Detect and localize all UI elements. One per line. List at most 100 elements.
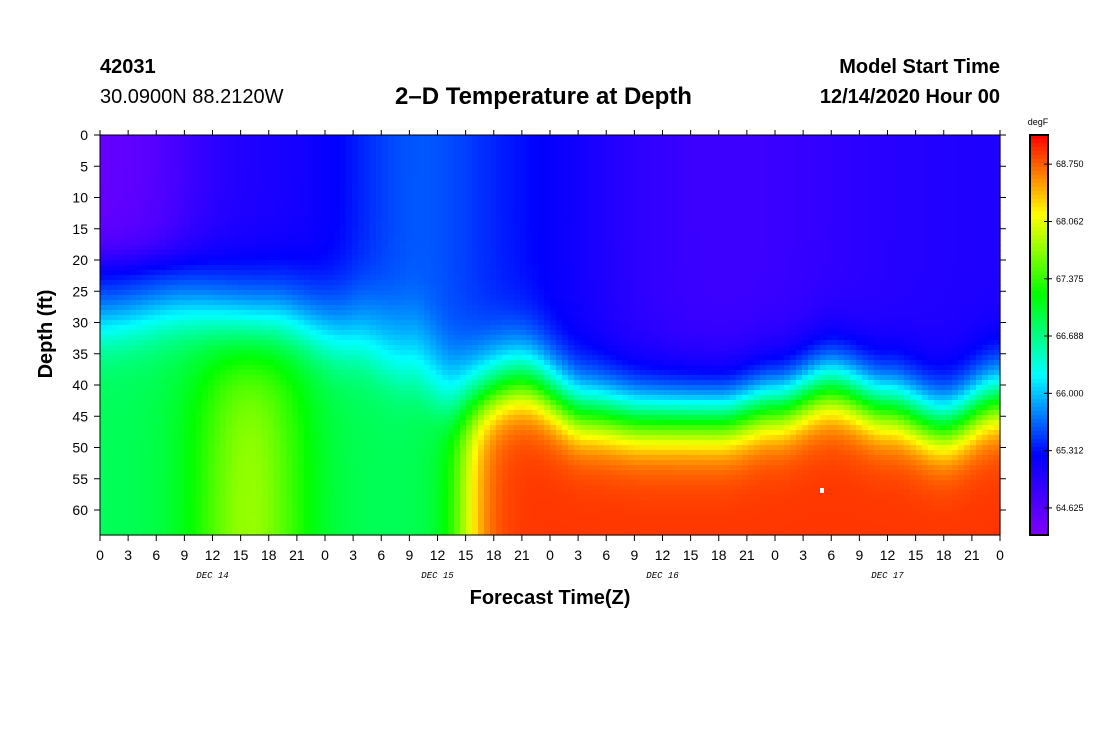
heatmap-cell <box>460 405 467 411</box>
heatmap-cell <box>436 250 443 256</box>
heatmap-cell <box>100 140 107 146</box>
heatmap-cell <box>472 135 479 141</box>
heatmap-cell <box>124 360 131 366</box>
heatmap-cell <box>322 355 329 361</box>
heatmap-cell <box>196 350 203 356</box>
heatmap-cell <box>448 435 455 441</box>
heatmap-cell <box>292 480 299 486</box>
heatmap-cell <box>328 475 335 481</box>
heatmap-cell <box>358 360 365 366</box>
heatmap-cell <box>220 305 227 311</box>
heatmap-cell <box>340 390 347 396</box>
heatmap-cell <box>190 505 197 511</box>
heatmap-cell <box>298 430 305 436</box>
heatmap-cell <box>292 190 299 196</box>
heatmap-cell <box>472 215 479 221</box>
heatmap-cell <box>334 425 341 431</box>
heatmap-cell <box>430 345 437 351</box>
heatmap-cell <box>376 155 383 161</box>
heatmap-cell <box>304 230 311 236</box>
heatmap-cell <box>232 300 239 306</box>
heatmap-cell <box>358 500 365 506</box>
heatmap-cell <box>376 200 383 206</box>
heatmap-cell <box>394 340 401 346</box>
heatmap-cell <box>412 385 419 391</box>
heatmap-cell <box>310 485 317 491</box>
heatmap-cell <box>292 390 299 396</box>
heatmap-cell <box>142 515 149 521</box>
heatmap-cell <box>106 470 113 476</box>
heatmap-cell <box>118 505 125 511</box>
heatmap-cell <box>346 265 353 271</box>
heatmap-cell <box>388 485 395 491</box>
heatmap-cell <box>418 470 425 476</box>
heatmap-cell <box>454 360 461 366</box>
heatmap-cell <box>184 185 191 191</box>
heatmap-cell <box>190 360 197 366</box>
heatmap-cell <box>424 350 431 356</box>
heatmap-cell <box>160 425 167 431</box>
heatmap-cell <box>160 325 167 331</box>
heatmap-cell <box>112 515 119 521</box>
heatmap-cell <box>310 170 317 176</box>
heatmap-cell <box>220 515 227 521</box>
heatmap-cell <box>346 500 353 506</box>
heatmap-cell <box>136 255 143 261</box>
heatmap-cell <box>334 220 341 226</box>
heatmap-cell <box>394 200 401 206</box>
heatmap-cell <box>448 290 455 296</box>
heatmap-cell <box>232 180 239 186</box>
heatmap-cell <box>340 245 347 251</box>
heatmap-cell <box>394 475 401 481</box>
heatmap-cell <box>208 155 215 161</box>
heatmap-cell <box>328 495 335 501</box>
heatmap-cell <box>412 520 419 526</box>
heatmap-cell <box>136 270 143 276</box>
heatmap-cell <box>448 215 455 221</box>
heatmap-cell <box>292 280 299 286</box>
heatmap-cell <box>460 265 467 271</box>
heatmap-cell <box>352 405 359 411</box>
heatmap-cell <box>220 240 227 246</box>
heatmap-cell <box>148 415 155 421</box>
heatmap-cell <box>148 485 155 491</box>
heatmap-cell <box>148 425 155 431</box>
heatmap-cell <box>214 530 221 536</box>
heatmap-cell <box>220 425 227 431</box>
heatmap-cell <box>412 350 419 356</box>
heatmap-cell <box>226 520 233 526</box>
heatmap-cell <box>400 410 407 416</box>
heatmap-cell <box>298 215 305 221</box>
heatmap-cell <box>298 450 305 456</box>
heatmap-cell <box>376 180 383 186</box>
heatmap-cell <box>412 465 419 471</box>
heatmap-cell <box>178 290 185 296</box>
heatmap-cell <box>226 465 233 471</box>
heatmap-cell <box>226 435 233 441</box>
heatmap-cell <box>448 340 455 346</box>
heatmap-cell <box>106 140 113 146</box>
heatmap-cell <box>472 225 479 231</box>
heatmap-cell <box>400 230 407 236</box>
heatmap-cell <box>166 440 173 446</box>
heatmap-cell <box>328 140 335 146</box>
heatmap-cell <box>370 490 377 496</box>
heatmap-cell <box>406 250 413 256</box>
heatmap-cell <box>376 370 383 376</box>
heatmap-cell <box>238 330 245 336</box>
heatmap-cell <box>274 195 281 201</box>
heatmap-cell <box>352 360 359 366</box>
heatmap-cell <box>340 240 347 246</box>
heatmap-cell <box>436 345 443 351</box>
heatmap-cell <box>412 185 419 191</box>
heatmap-cell <box>304 215 311 221</box>
heatmap-cell <box>280 355 287 361</box>
heatmap-cell <box>130 455 137 461</box>
heatmap-cell <box>154 385 161 391</box>
heatmap-cell <box>454 315 461 321</box>
heatmap-cell <box>424 270 431 276</box>
heatmap-cell <box>100 530 107 536</box>
heatmap-cell <box>358 185 365 191</box>
heatmap-cell <box>280 205 287 211</box>
heatmap-cell <box>442 380 449 386</box>
